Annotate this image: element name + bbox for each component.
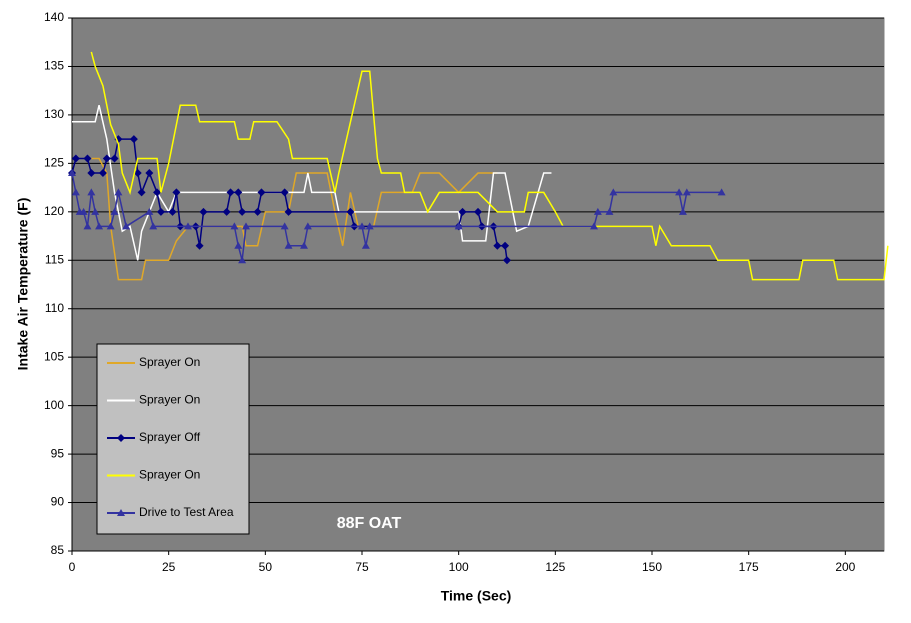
legend-label: Sprayer On xyxy=(139,393,200,407)
marker xyxy=(458,207,467,216)
marker xyxy=(230,222,239,230)
x-tick-label: 200 xyxy=(835,560,855,574)
marker xyxy=(605,207,614,215)
y-tick-label: 95 xyxy=(51,446,65,460)
legend-label: Sprayer Off xyxy=(139,430,201,444)
marker xyxy=(234,241,243,249)
x-tick-label: 75 xyxy=(355,560,369,574)
marker xyxy=(226,188,235,197)
marker xyxy=(172,188,181,197)
marker xyxy=(361,241,370,249)
y-tick-label: 120 xyxy=(44,204,64,218)
marker xyxy=(454,222,463,230)
y-tick-label: 140 xyxy=(44,10,64,24)
x-tick-label: 125 xyxy=(545,560,565,574)
marker xyxy=(195,241,204,250)
marker xyxy=(717,188,726,196)
marker xyxy=(234,188,243,197)
marker xyxy=(156,207,165,216)
marker xyxy=(253,207,262,216)
marker xyxy=(95,222,104,230)
marker xyxy=(83,154,92,163)
series-line xyxy=(72,105,552,261)
y-tick-label: 85 xyxy=(51,543,65,557)
marker xyxy=(238,256,247,264)
marker xyxy=(68,169,76,177)
marker xyxy=(501,241,510,250)
marker xyxy=(222,207,231,216)
marker xyxy=(675,188,684,196)
marker xyxy=(145,207,154,215)
marker xyxy=(145,169,154,178)
legend-marker xyxy=(117,509,125,516)
legend-label: Sprayer On xyxy=(139,468,200,482)
y-tick-label: 105 xyxy=(44,349,64,363)
x-tick-label: 175 xyxy=(739,560,759,574)
marker xyxy=(493,241,502,250)
y-tick-label: 115 xyxy=(45,252,64,266)
marker xyxy=(257,188,266,197)
marker xyxy=(87,188,96,196)
marker xyxy=(114,188,123,196)
x-axis-title: Time (Sec) xyxy=(441,588,512,604)
marker xyxy=(365,222,374,230)
legend-label: Sprayer On xyxy=(139,355,200,369)
marker xyxy=(133,169,142,178)
marker xyxy=(184,222,192,230)
marker xyxy=(682,188,691,196)
marker xyxy=(110,207,119,215)
marker xyxy=(137,188,146,197)
marker xyxy=(238,207,247,216)
marker xyxy=(79,207,88,215)
y-tick-label: 135 xyxy=(44,59,64,73)
marker xyxy=(91,207,100,215)
marker xyxy=(346,207,355,216)
marker xyxy=(590,222,598,230)
marker xyxy=(87,169,96,178)
x-tick-label: 25 xyxy=(162,560,176,574)
y-tick-label: 130 xyxy=(44,107,64,121)
marker xyxy=(71,154,80,163)
marker xyxy=(122,222,131,230)
x-tick-label: 0 xyxy=(69,560,76,574)
x-tick-label: 50 xyxy=(259,560,273,574)
marker xyxy=(593,207,602,215)
marker xyxy=(280,188,289,197)
marker xyxy=(280,222,289,230)
legend-marker xyxy=(117,434,125,442)
marker xyxy=(300,241,308,249)
marker xyxy=(153,188,162,197)
marker xyxy=(168,207,177,216)
marker xyxy=(242,222,250,230)
marker xyxy=(83,222,92,230)
y-tick-label: 90 xyxy=(51,495,65,509)
marker xyxy=(102,154,111,163)
marker xyxy=(71,188,80,196)
marker xyxy=(149,222,158,230)
marker xyxy=(284,207,293,216)
y-tick-label: 125 xyxy=(44,156,64,170)
marker xyxy=(199,207,208,216)
marker xyxy=(303,222,312,230)
marker xyxy=(98,169,107,178)
annotation: 88F OAT xyxy=(337,515,402,532)
y-axis-title: Intake Air Temperature (F) xyxy=(15,198,31,371)
marker xyxy=(284,241,293,249)
y-tick-label: 100 xyxy=(44,398,64,412)
series-line xyxy=(90,51,889,281)
marker xyxy=(609,188,618,196)
marker xyxy=(129,135,138,144)
x-tick-label: 150 xyxy=(642,560,662,574)
x-tick-label: 100 xyxy=(449,560,469,574)
marker xyxy=(474,207,482,216)
marker xyxy=(678,207,687,215)
marker xyxy=(110,154,119,163)
marker xyxy=(106,222,115,230)
marker xyxy=(503,256,511,265)
legend-label: Drive to Test Area xyxy=(139,505,234,519)
marker xyxy=(358,222,366,230)
y-tick-label: 110 xyxy=(45,301,64,315)
